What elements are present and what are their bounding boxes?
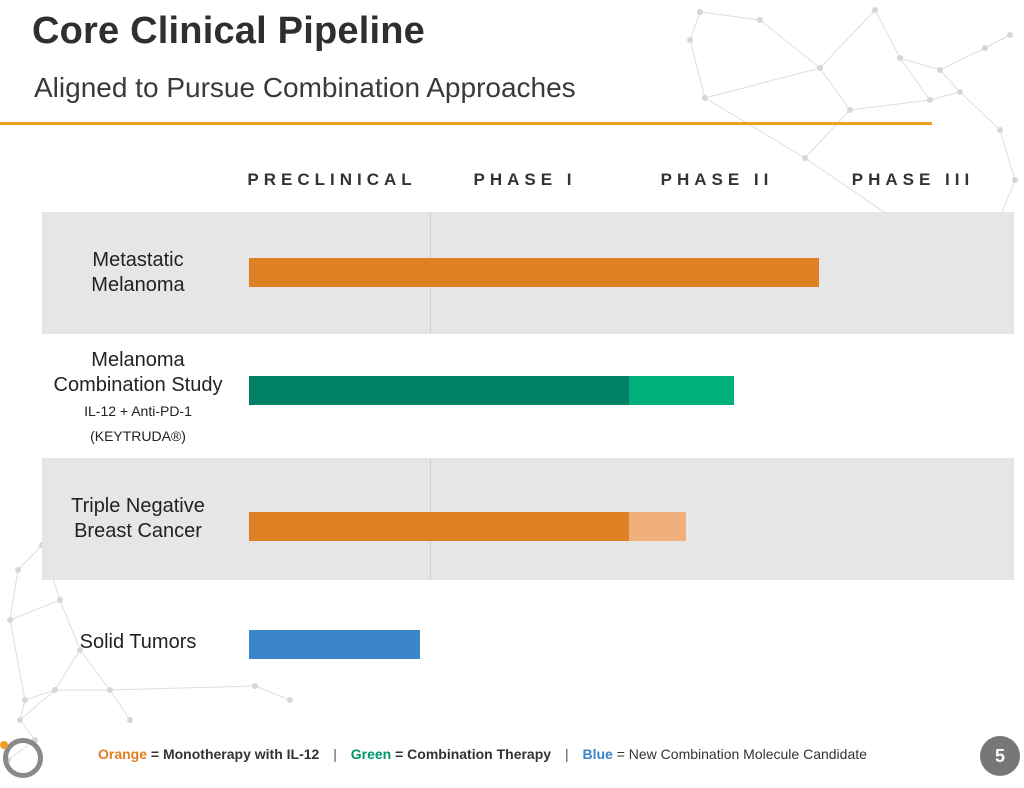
legend-green-desc: = Combination Therapy (391, 746, 551, 762)
row-label-solid-tumors: Solid Tumors (52, 630, 224, 655)
row-label-triple-negative-breast-cancer: Triple Negative Breast Cancer (52, 494, 224, 544)
pipeline-bar-row2-segment2 (629, 376, 734, 405)
legend-orange-word: Orange (98, 746, 147, 762)
network-line (705, 68, 820, 98)
pipeline-bar-row3-segment2 (629, 512, 686, 541)
row-label-text: Solid Tumors (80, 631, 197, 653)
network-node (757, 17, 763, 23)
network-line (110, 686, 255, 690)
slide-title: Core Clinical Pipeline (32, 10, 425, 53)
row-label-melanoma-combination-study: Melanoma Combination Study IL-12 + Anti-… (52, 348, 224, 448)
network-line (25, 690, 55, 700)
network-node (17, 717, 23, 723)
network-line (820, 10, 875, 68)
network-line (900, 58, 930, 100)
network-node (697, 9, 703, 15)
network-node (702, 95, 708, 101)
network-line (900, 58, 940, 70)
network-node (927, 97, 933, 103)
network-line (960, 92, 1000, 130)
title-underline (0, 122, 932, 125)
network-node (107, 687, 113, 693)
network-line (760, 20, 820, 68)
network-node (127, 717, 133, 723)
network-line (255, 686, 290, 700)
pipeline-bar-row3-segment1 (249, 512, 629, 541)
legend-green-word: Green (351, 746, 391, 762)
page-number-badge: 5 (980, 736, 1020, 776)
row-label-text: Metastatic Melanoma (91, 249, 184, 296)
network-node (252, 683, 258, 689)
network-node (7, 617, 13, 623)
row-label-text: Melanoma Combination Study (54, 349, 223, 396)
phase-header-phase-1: PHASE I (430, 170, 620, 190)
network-node (1007, 32, 1013, 38)
network-node (957, 89, 963, 95)
network-node (897, 55, 903, 61)
network-line (10, 600, 60, 620)
row-label-text: Triple Negative Breast Cancer (71, 495, 205, 542)
network-line (805, 110, 850, 158)
network-node (22, 697, 28, 703)
phase-header-phase-3: PHASE III (818, 170, 1008, 190)
network-line (690, 40, 705, 98)
network-node (817, 65, 823, 71)
phase-header-preclinical: PRECLINICAL (237, 170, 427, 190)
network-node (52, 687, 58, 693)
pipeline-bar-row4-segment1 (249, 630, 420, 659)
network-line (820, 68, 850, 110)
row-label-metastatic-melanoma: Metastatic Melanoma (52, 248, 224, 298)
logo-ring-icon (3, 738, 43, 778)
legend-separator: | (333, 746, 337, 762)
network-node (982, 45, 988, 51)
pipeline-bar-row1-segment1 (249, 258, 819, 287)
slide-subtitle: Aligned to Pursue Combination Approaches (34, 72, 576, 104)
network-node (687, 37, 693, 43)
network-line (110, 690, 130, 720)
network-line (20, 720, 35, 740)
network-line (940, 48, 985, 70)
legend-orange-desc: = Monotherapy with IL-12 (147, 746, 319, 762)
network-node (847, 107, 853, 113)
network-line (690, 12, 700, 40)
network-node (287, 697, 293, 703)
network-line (985, 35, 1010, 48)
network-node (15, 567, 21, 573)
network-line (55, 650, 80, 690)
network-node (997, 127, 1003, 133)
network-node (1012, 177, 1018, 183)
phase-header-phase-2: PHASE II (622, 170, 812, 190)
network-line (705, 98, 805, 158)
network-line (940, 70, 960, 92)
network-node (872, 7, 878, 13)
network-line (20, 690, 55, 720)
network-line (18, 545, 42, 570)
pipeline-bar-row2-segment1 (249, 376, 629, 405)
network-line (10, 570, 18, 620)
network-line (850, 100, 930, 110)
logo-dot-icon (0, 741, 8, 749)
legend-blue-word: Blue (582, 746, 612, 762)
legend-blue-desc: = New Combination Molecule Candidate (613, 746, 867, 762)
network-node (937, 67, 943, 73)
row-label-subtext: IL-12 + Anti-PD-1 (KEYTRUDA®) (84, 403, 192, 444)
network-line (10, 620, 25, 700)
network-node (57, 597, 63, 603)
network-line (930, 92, 960, 100)
legend: Orange = Monotherapy with IL-12 | Green … (98, 746, 867, 762)
network-line (700, 12, 760, 20)
network-line (875, 10, 900, 58)
legend-separator: | (565, 746, 569, 762)
network-line (80, 650, 110, 690)
network-node (802, 155, 808, 161)
